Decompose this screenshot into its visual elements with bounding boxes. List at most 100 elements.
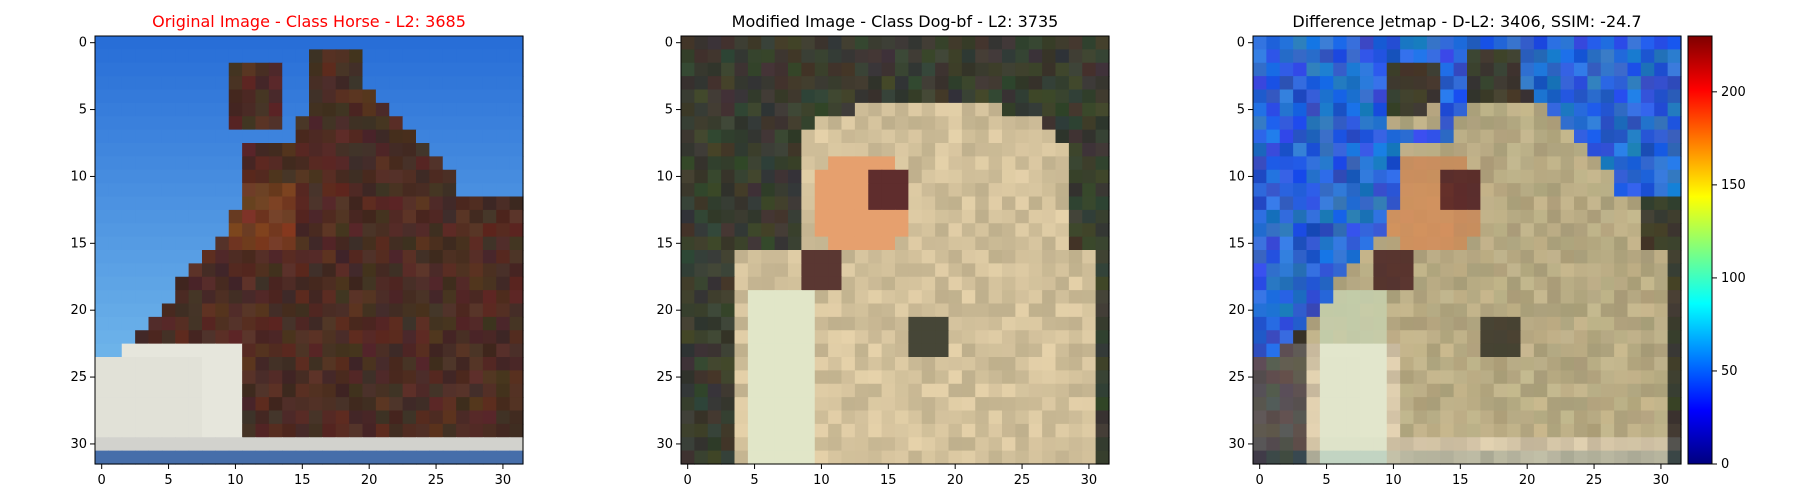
pixel-cell	[1587, 89, 1602, 104]
pixel-cell	[202, 303, 216, 318]
pixel-cell	[1360, 89, 1374, 104]
pixel-cell	[375, 236, 390, 251]
pixel-cell	[135, 437, 150, 452]
pixel-cell	[1627, 397, 1642, 412]
pixel-cell	[469, 397, 484, 412]
pixel-cell	[1279, 410, 1294, 425]
pixel-cell	[429, 183, 444, 198]
pixel-cell	[268, 169, 283, 184]
pixel-cell	[1600, 89, 1615, 104]
pixel-cell	[1600, 437, 1615, 452]
panel-title-modified: Modified Image - Class Dog-bf - L2: 3735	[732, 12, 1059, 31]
pixel-cell	[1560, 450, 1575, 465]
pixel-cell	[95, 290, 109, 305]
pixel-cell	[1279, 102, 1294, 117]
pixel-cell	[1654, 437, 1669, 452]
pixel-cell	[734, 437, 749, 452]
pixel-cell	[681, 143, 695, 157]
pixel-cell	[935, 169, 950, 184]
pixel-cell	[1574, 36, 1588, 50]
pixel-cell	[362, 169, 377, 184]
pixel-cell	[1319, 330, 1334, 345]
pixel-cell	[242, 250, 257, 264]
pixel-cell	[694, 196, 709, 211]
pixel-cell	[1082, 357, 1097, 371]
pixel-cell	[456, 209, 471, 224]
pixel-cell	[1493, 330, 1508, 345]
pixel-cell	[1600, 209, 1615, 224]
pixel-cell	[841, 169, 856, 184]
pixel-cell	[1574, 143, 1588, 157]
pixel-cell	[402, 209, 417, 224]
pixel-cell	[188, 276, 203, 291]
pixel-cell	[895, 276, 909, 291]
pixel-cell	[242, 62, 257, 77]
pixel-cell	[1333, 116, 1348, 131]
pixel-cell	[202, 89, 216, 104]
pixel-cell	[1640, 410, 1655, 425]
pixel-cell	[482, 343, 497, 358]
pixel-cell	[175, 36, 190, 50]
pixel-cell	[1042, 143, 1057, 157]
pixel-cell	[175, 250, 190, 264]
pixel-cell	[721, 102, 736, 117]
pixel-cell	[921, 263, 936, 278]
pixel-cell	[1533, 89, 1548, 104]
pixel-cell	[908, 143, 923, 157]
pixel-cell	[1266, 383, 1281, 398]
pixel-cell	[801, 49, 816, 64]
pixel-cell	[1507, 303, 1522, 318]
pixel-cell	[854, 129, 869, 144]
pixel-cell	[121, 49, 136, 64]
pixel-cell	[268, 223, 283, 238]
pixel-cell	[895, 116, 909, 131]
pixel-cell	[854, 343, 869, 358]
pixel-cell	[707, 169, 722, 184]
pixel-cell	[416, 290, 430, 305]
pixel-cell	[814, 397, 829, 412]
pixel-cell	[868, 410, 883, 425]
pixel-cell	[854, 250, 869, 264]
pixel-cell	[935, 303, 950, 318]
pixel-cell	[416, 116, 430, 131]
pixel-cell	[1587, 102, 1602, 117]
pixel-cell	[1587, 423, 1602, 438]
pixel-cell	[814, 303, 829, 318]
pixel-cell	[1360, 223, 1374, 238]
pixel-cell	[868, 156, 883, 171]
pixel-cell	[349, 116, 364, 131]
pixel-cell	[1413, 437, 1428, 452]
pixel-cell	[1015, 76, 1030, 91]
pixel-cell	[416, 343, 430, 358]
pixel-cell	[242, 36, 257, 50]
pixel-cell	[828, 236, 843, 251]
pixel-cell	[482, 423, 497, 438]
pixel-cell	[1533, 450, 1548, 465]
pixel-cell	[135, 143, 150, 157]
pixel-cell	[881, 250, 896, 264]
pixel-cell	[1453, 370, 1468, 385]
pixel-cell	[1667, 397, 1682, 412]
pixel-cell	[895, 303, 909, 318]
pixel-cell	[975, 143, 990, 157]
pixel-cell	[362, 303, 377, 318]
pixel-cell	[416, 62, 430, 77]
pixel-cell	[282, 263, 297, 278]
pixel-cell	[95, 357, 109, 371]
pixel-cell	[1480, 330, 1495, 345]
pixel-cell	[1560, 223, 1575, 238]
pixel-cell	[1654, 357, 1669, 371]
x-tick-label: 0	[98, 473, 106, 488]
pixel-cell	[1467, 370, 1481, 385]
pixel-cell	[1346, 450, 1361, 465]
pixel-cell	[95, 49, 109, 64]
pixel-cell	[135, 397, 150, 412]
pixel-cell	[242, 423, 257, 438]
pixel-cell	[1400, 209, 1415, 224]
pixel-cell	[694, 49, 709, 64]
pixel-cell	[215, 156, 230, 171]
pixel-cell	[707, 316, 722, 331]
pixel-cell	[1002, 303, 1016, 318]
pixel-cell	[389, 263, 404, 278]
pixel-cell	[868, 383, 883, 398]
